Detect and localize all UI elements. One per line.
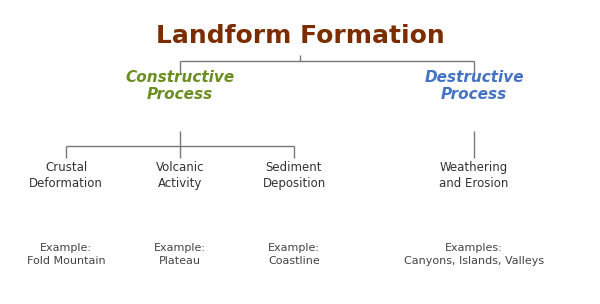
- Text: Example:
Fold Mountain: Example: Fold Mountain: [26, 243, 106, 266]
- Text: Landform Formation: Landform Formation: [155, 24, 445, 48]
- Text: Example:
Plateau: Example: Plateau: [154, 243, 206, 266]
- Text: Destructive
Process: Destructive Process: [424, 70, 524, 102]
- Text: Crustal
Deformation: Crustal Deformation: [29, 161, 103, 190]
- Text: Volcanic
Activity: Volcanic Activity: [156, 161, 204, 190]
- Text: Example:
Coastline: Example: Coastline: [268, 243, 320, 266]
- Text: Sediment
Deposition: Sediment Deposition: [262, 161, 326, 190]
- Text: Constructive
Process: Constructive Process: [125, 70, 235, 102]
- Text: Weathering
and Erosion: Weathering and Erosion: [439, 161, 509, 190]
- Text: Examples:
Canyons, Islands, Valleys: Examples: Canyons, Islands, Valleys: [404, 243, 544, 266]
